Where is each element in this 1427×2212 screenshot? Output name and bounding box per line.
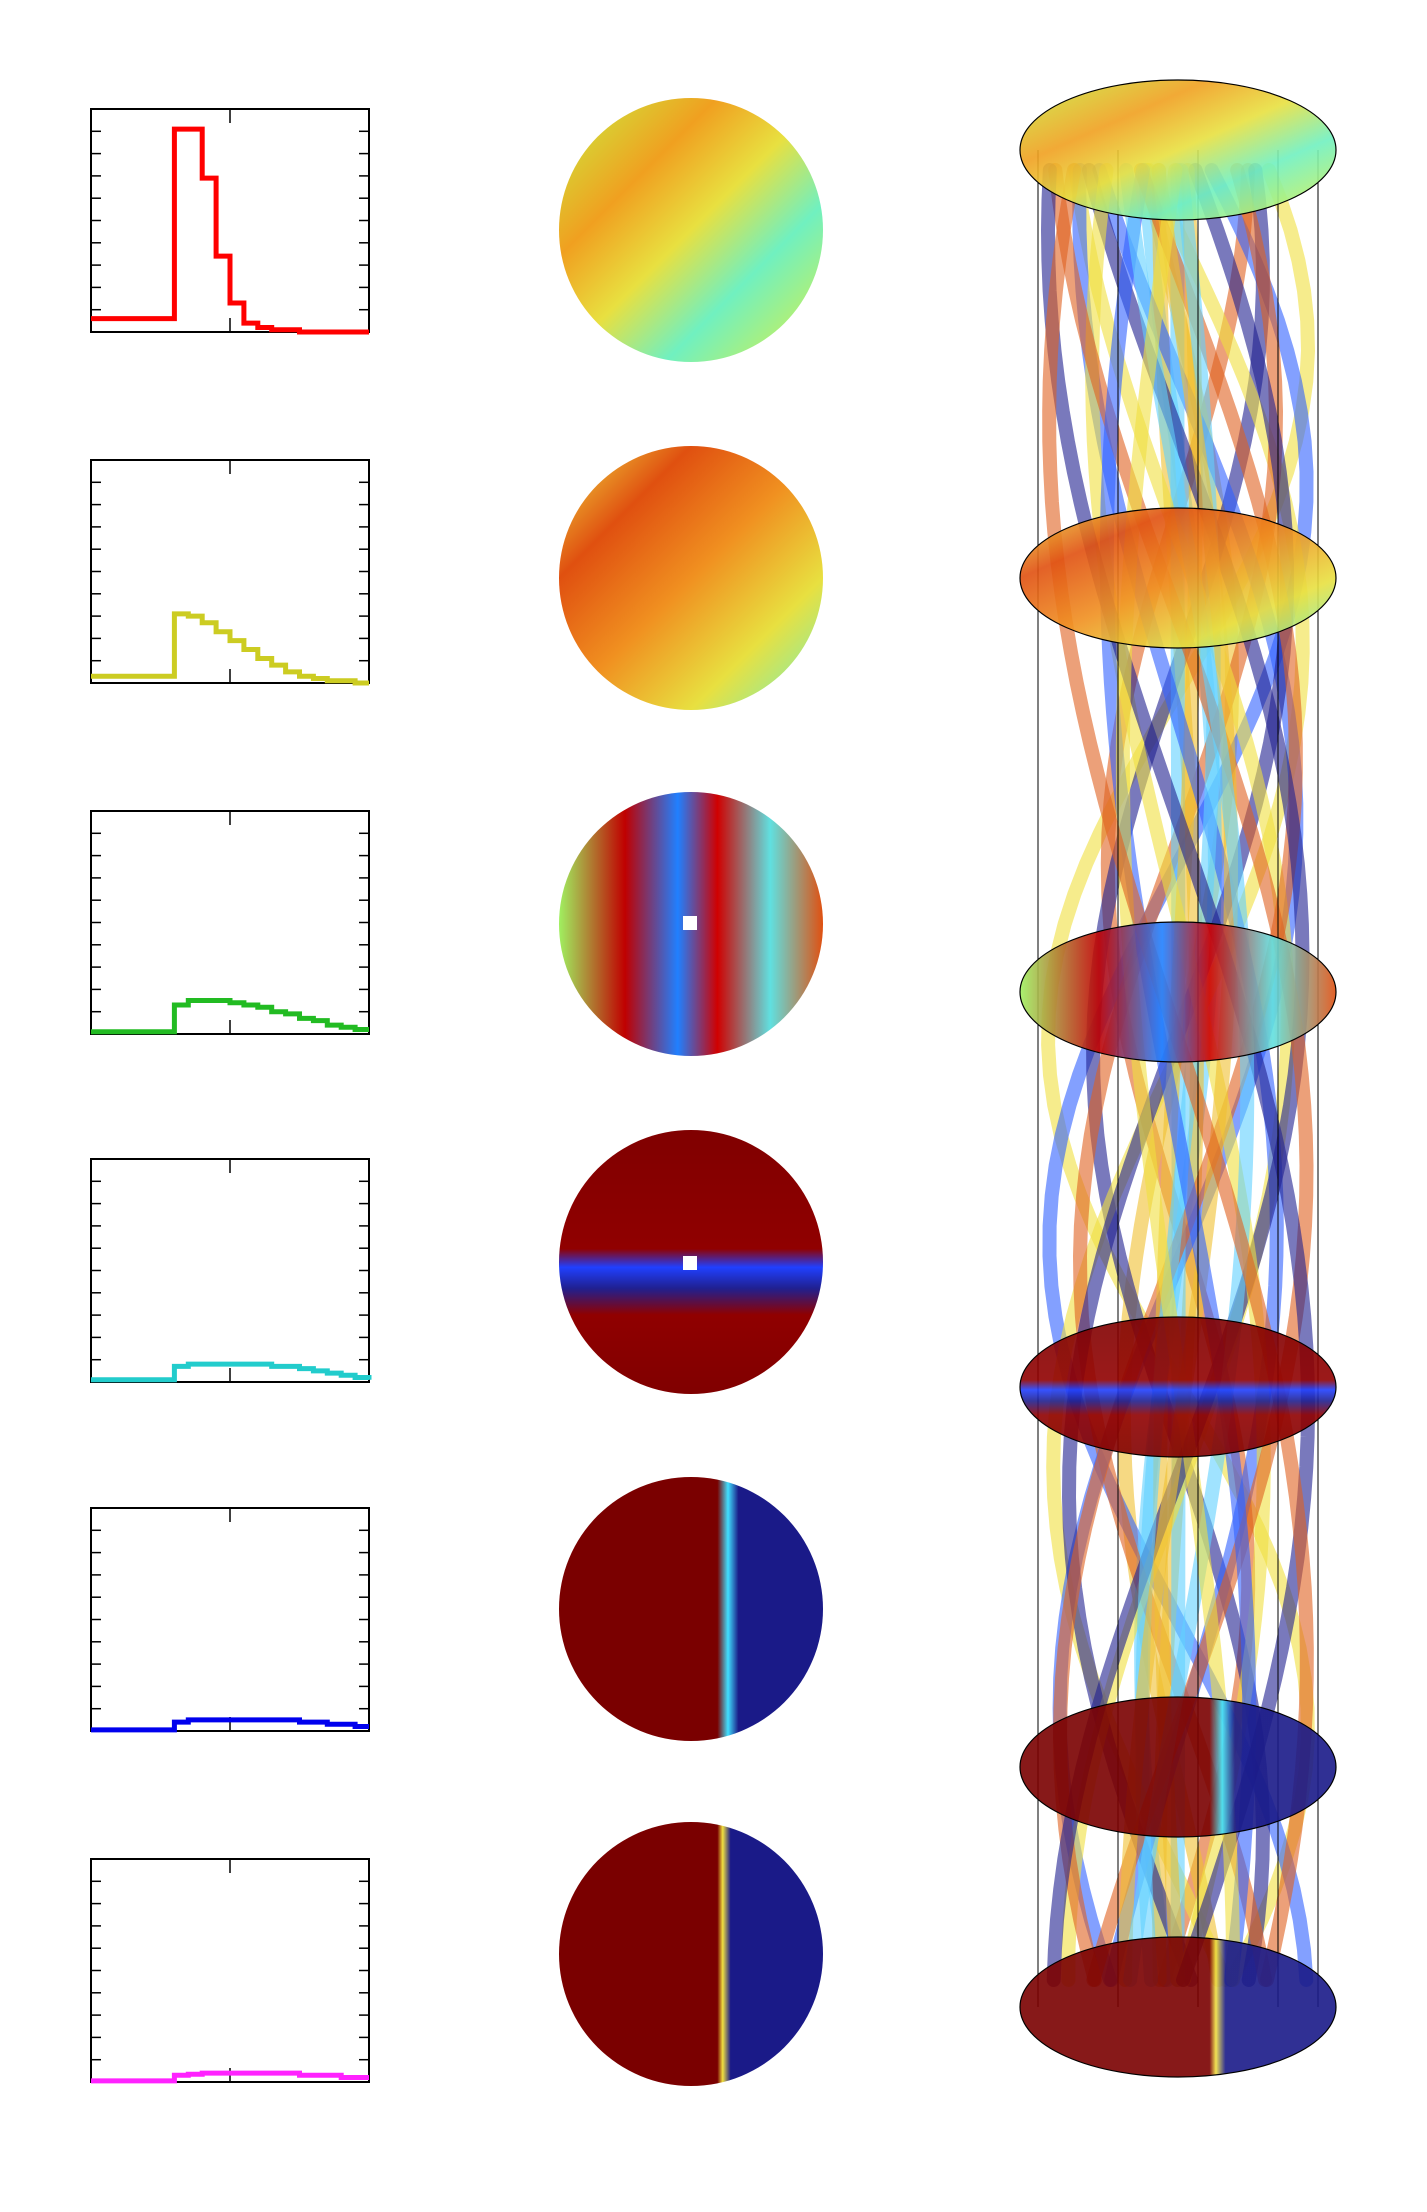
plot-frame — [90, 1158, 370, 1383]
plot — [90, 459, 370, 686]
plot-frame — [90, 1507, 370, 1732]
disk — [1019, 1316, 1337, 1458]
streamtube — [1119, 163, 1255, 1987]
plot-frame — [90, 459, 370, 684]
streamtube — [1046, 163, 1310, 1987]
plot-frame — [90, 810, 370, 1035]
plot — [90, 1858, 370, 2084]
section — [559, 1822, 823, 2086]
streamtube — [1040, 163, 1316, 1987]
marker — [683, 1256, 697, 1270]
streamtube — [1115, 163, 1241, 1987]
column-3d — [1019, 79, 1337, 2078]
plot — [90, 108, 370, 335]
line-series — [91, 1361, 372, 1383]
section — [559, 98, 823, 362]
cross-sections — [559, 98, 823, 2086]
marker — [683, 916, 697, 930]
disk — [1019, 507, 1337, 649]
plot — [90, 1158, 372, 1383]
streamtube — [1042, 163, 1314, 1987]
disk — [1019, 79, 1337, 221]
streamtube — [1042, 163, 1314, 1987]
line-series — [91, 998, 369, 1035]
section — [559, 446, 823, 710]
streamtube — [1048, 163, 1314, 1987]
streamtube — [1061, 163, 1295, 1987]
plot — [90, 810, 370, 1035]
streamtube — [1099, 163, 1257, 1987]
plot-frame — [90, 1858, 370, 2083]
line-series — [91, 1717, 369, 1733]
streamtube — [1052, 163, 1303, 1987]
disk — [1019, 921, 1337, 1063]
section — [559, 1477, 823, 1741]
disk — [1019, 1936, 1337, 2078]
disk — [1019, 1696, 1337, 1838]
line-series — [91, 2070, 369, 2084]
line-series — [91, 611, 369, 686]
streamtube — [1118, 163, 1239, 1987]
line-series — [91, 126, 369, 335]
plot — [90, 1507, 370, 1733]
